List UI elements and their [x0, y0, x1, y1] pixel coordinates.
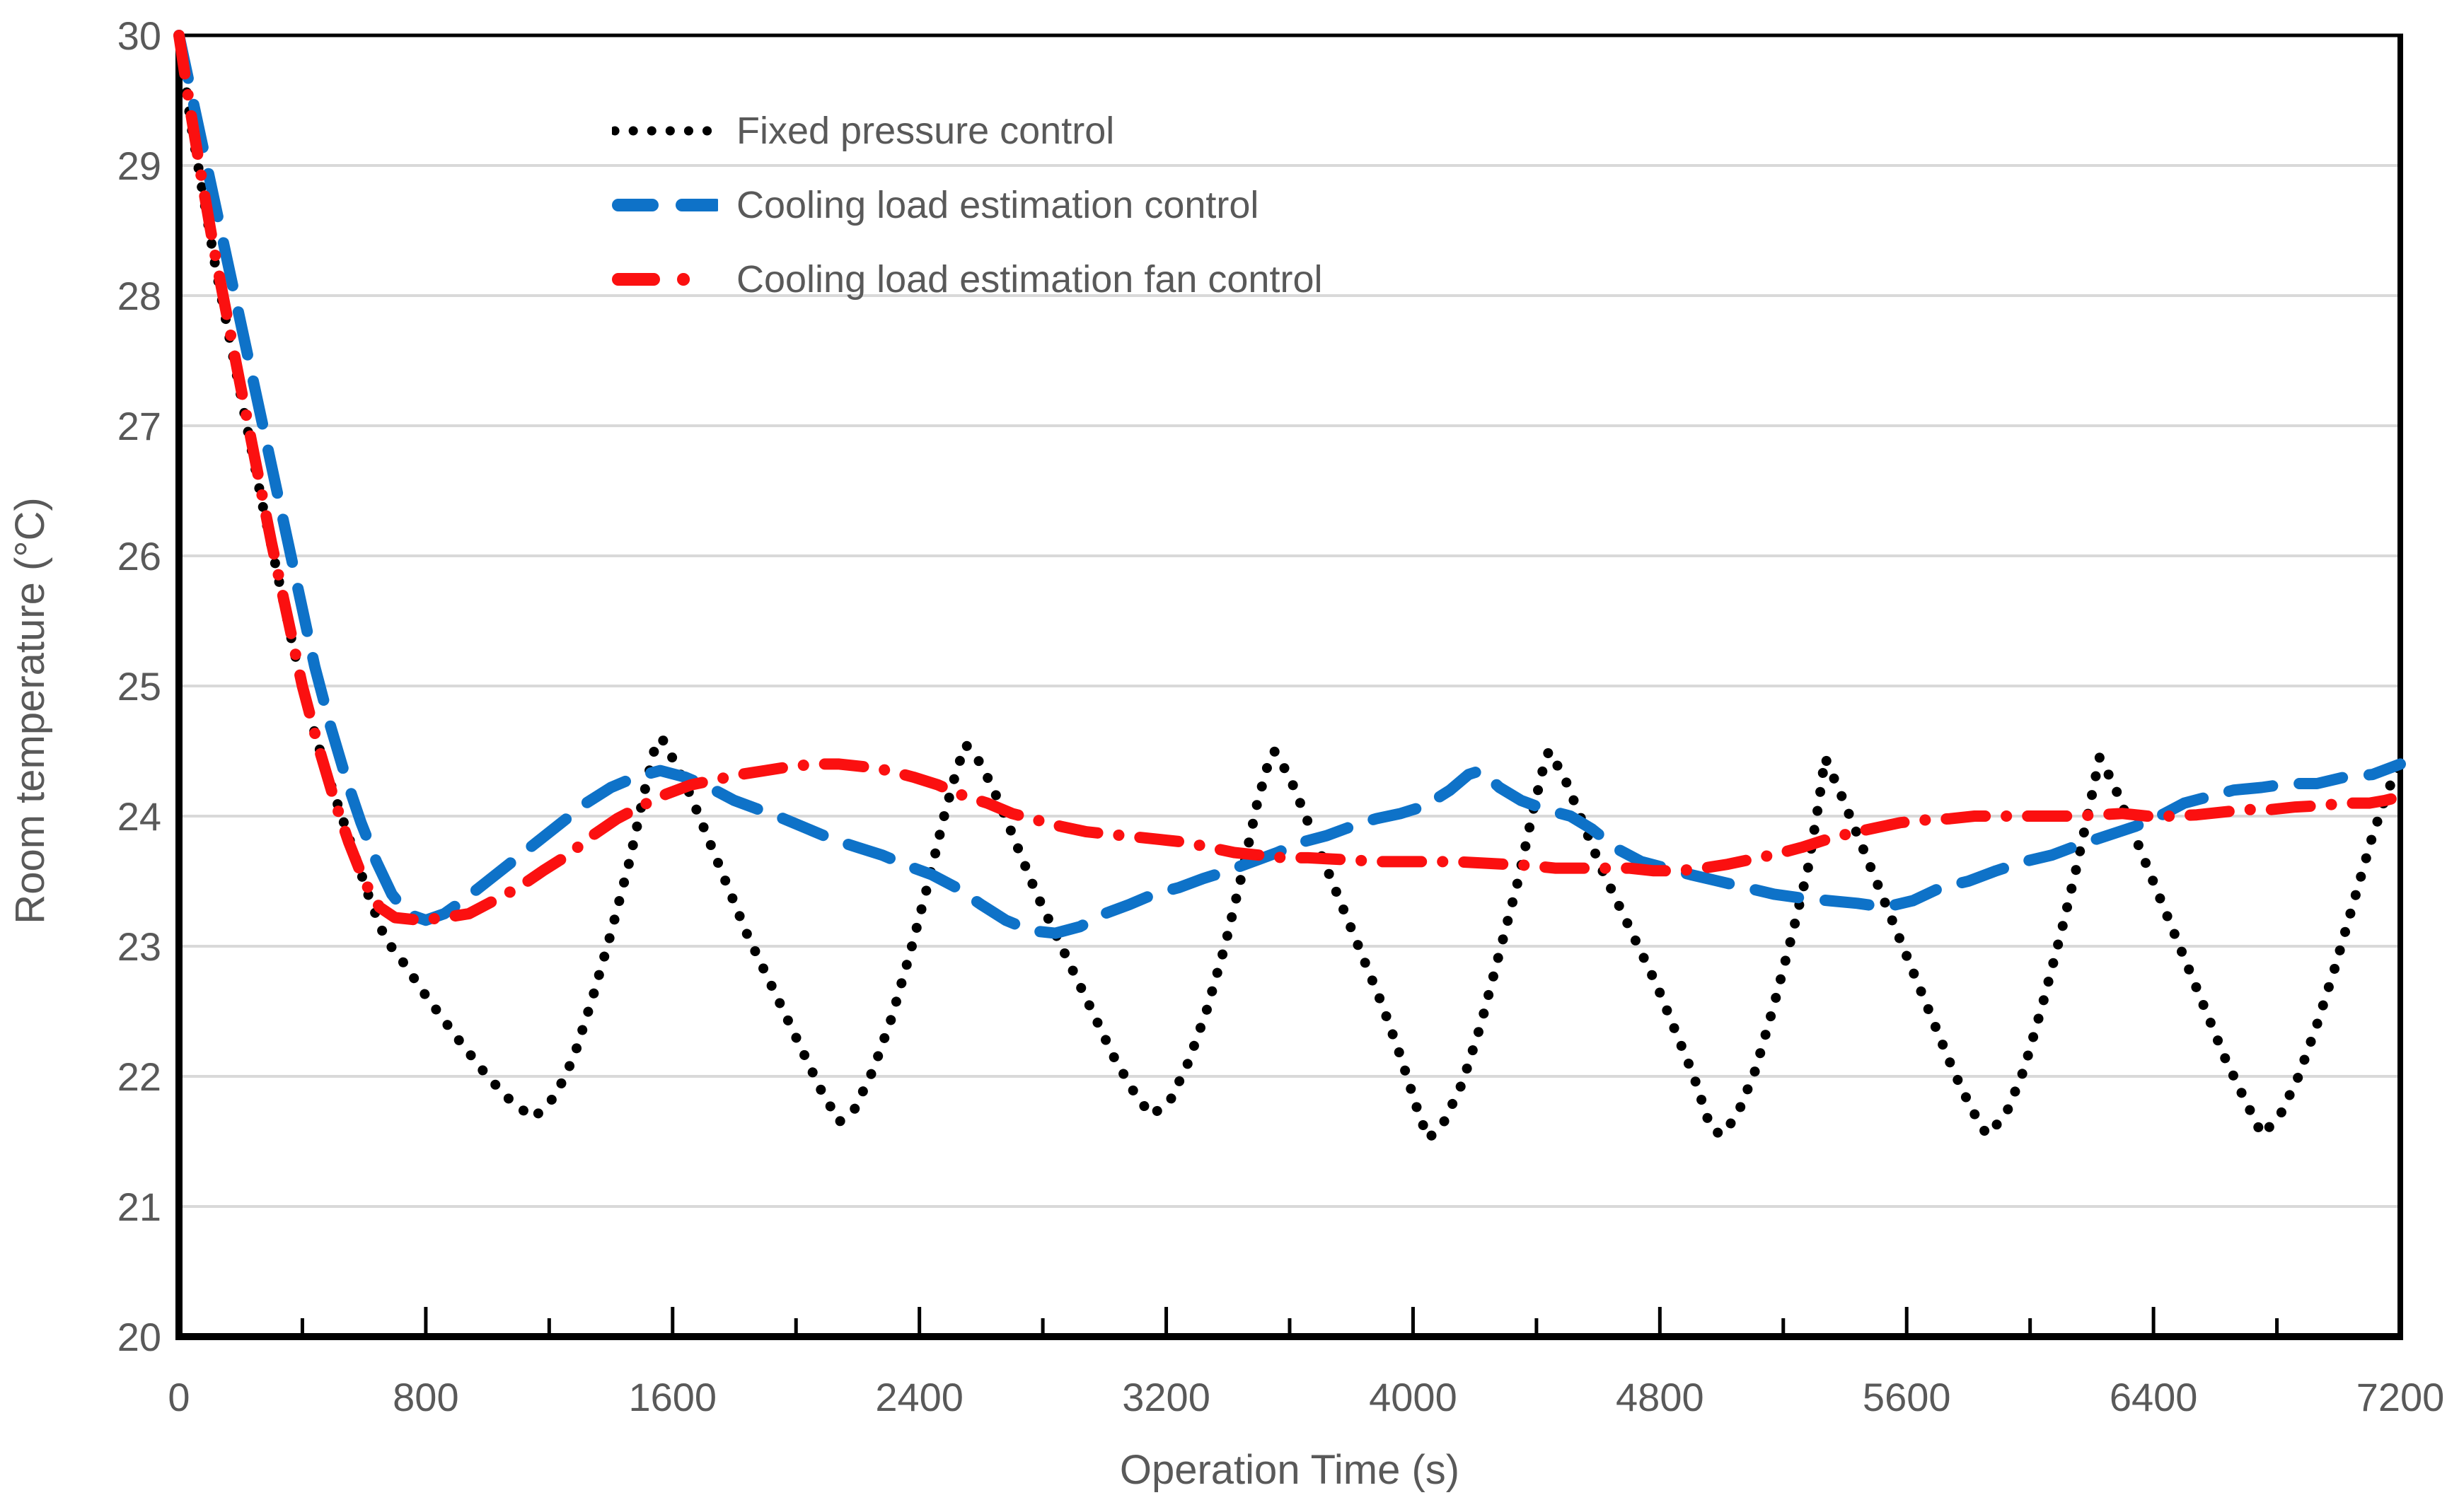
- legend-label: Fixed pressure control: [736, 110, 1115, 152]
- y-tick-label: 30: [117, 13, 161, 58]
- y-tick-label: 23: [117, 924, 161, 969]
- y-tick-label: 20: [117, 1315, 161, 1359]
- x-tick-label: 2400: [875, 1375, 964, 1419]
- y-tick-labels: 20 21 22 23 24 25 26 27 28 29 30: [117, 13, 161, 1359]
- y-axis-title: Room temperature (°C): [7, 497, 53, 924]
- legend-item-cooling-load: Cooling load estimation control: [612, 173, 1322, 237]
- legend-label: Cooling load estimation control: [736, 184, 1259, 226]
- gridlines: [179, 164, 2400, 1208]
- x-tick-label: 4800: [1616, 1375, 1704, 1419]
- series-lines: [173, 30, 2406, 1144]
- series-line-2: [173, 30, 2406, 926]
- y-tick-label: 25: [117, 664, 161, 709]
- x-tick-labels: 0 800 1600 2400 3200 4000 4800 5600 6400 7200: [168, 1375, 2444, 1419]
- series-line-0: [174, 30, 2405, 1144]
- y-tick-label: 27: [117, 404, 161, 448]
- y-tick-label: 22: [117, 1054, 161, 1099]
- x-tick-label: 4000: [1369, 1375, 1457, 1419]
- x-tick-label: 3200: [1122, 1375, 1210, 1419]
- y-tick-label: 26: [117, 534, 161, 578]
- x-tick-label: 5600: [1863, 1375, 1951, 1419]
- y-tick-label: 21: [117, 1185, 161, 1229]
- x-tick-label: 0: [168, 1375, 190, 1419]
- legend-label: Cooling load estimation fan control: [736, 258, 1323, 301]
- y-tick-label: 29: [117, 144, 161, 188]
- y-tick-label: 24: [117, 794, 161, 839]
- x-axis-title: Operation Time (s): [1120, 1447, 1459, 1493]
- legend-item-cooling-load-fan: Cooling load estimation fan control: [612, 248, 1322, 311]
- series-line-1: [173, 30, 2406, 939]
- x-tick-label: 7200: [2356, 1375, 2445, 1419]
- x-tick-label: 6400: [2110, 1375, 2198, 1419]
- legend-item-fixed-pressure: Fixed pressure control: [612, 99, 1322, 163]
- x-tick-label: 1600: [628, 1375, 717, 1419]
- dashed-line-icon: [612, 199, 718, 211]
- y-tick-label: 28: [117, 274, 161, 318]
- dash-dot-line-icon: [612, 273, 718, 286]
- dotted-line-icon: [612, 126, 718, 136]
- legend: Fixed pressure control Cooling load esti…: [612, 99, 1322, 311]
- axis-ticks: [300, 1307, 2402, 1337]
- x-tick-label: 800: [393, 1375, 458, 1419]
